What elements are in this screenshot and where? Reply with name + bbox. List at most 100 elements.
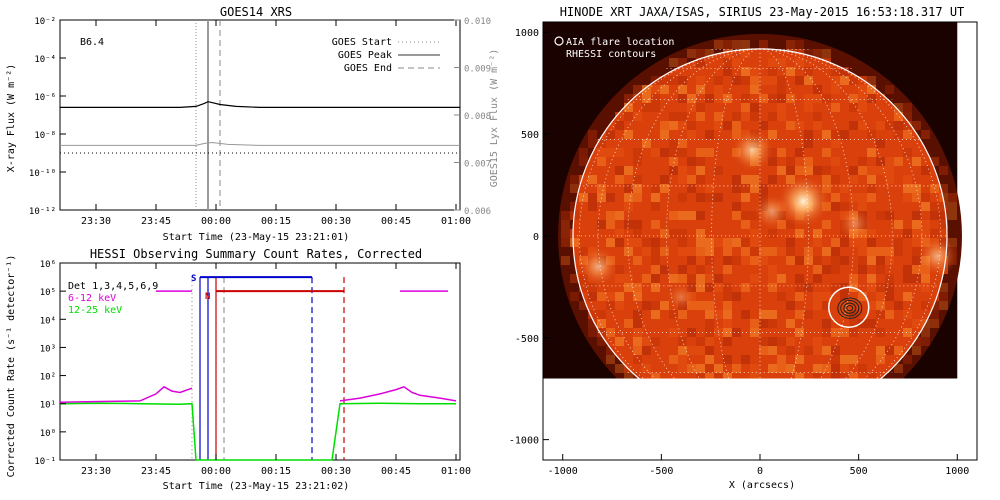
xrt-pixel (696, 76, 705, 85)
xrt-pixel (813, 85, 822, 94)
xrt-rhessi-contour (843, 302, 857, 314)
xrt-pixel (669, 229, 678, 238)
xrt-pixel (795, 355, 804, 364)
xrt-pixel (732, 76, 741, 85)
xrt-pixel (624, 166, 633, 175)
hessi-series-0-seg-1 (339, 385, 457, 402)
xrt-pixel (606, 238, 615, 247)
xrt-pixel (741, 40, 750, 49)
xrt-pixel (633, 337, 642, 346)
xrt-pixel (840, 256, 849, 265)
xrt-pixel (588, 328, 597, 337)
xrt-pixel (903, 193, 912, 202)
xrt-pixel (678, 58, 687, 67)
goes-data-layer (60, 20, 460, 210)
xrt-pixel (651, 373, 660, 382)
xrt-pixel (597, 139, 606, 148)
xrt-pixel (633, 94, 642, 103)
xrt-pixel (633, 229, 642, 238)
xrt-pixel (723, 265, 732, 274)
xrt-pixel (714, 67, 723, 76)
xrt-flare-location-circle (828, 286, 870, 328)
xrt-pixel (786, 364, 795, 373)
xrt-pixel (903, 220, 912, 229)
xrt-pixel (696, 211, 705, 220)
xrt-pixel (660, 130, 669, 139)
xrt-pixel (678, 274, 687, 283)
hessi-y-tick-label: 10⁴ (40, 316, 56, 326)
xrt-pixel (822, 130, 831, 139)
xrt-pixel (696, 355, 705, 364)
xrt-pixel (795, 166, 804, 175)
xrt-pixel (705, 328, 714, 337)
xrt-pixel (858, 256, 867, 265)
xrt-pixel (732, 121, 741, 130)
xrt-pixel (768, 274, 777, 283)
xrt-pixel (660, 229, 669, 238)
xrt-pixel (723, 301, 732, 310)
xrt-empty-region (543, 378, 977, 460)
xrt-pixel (579, 193, 588, 202)
xrt-pixel (912, 202, 921, 211)
xrt-pixel (786, 49, 795, 58)
xrt-pixel (732, 40, 741, 49)
xrt-pixel (867, 238, 876, 247)
xrt-pixel (876, 265, 885, 274)
xrt-pixel (867, 175, 876, 184)
xrt-pixel (912, 220, 921, 229)
xrt-pixel (660, 265, 669, 274)
xrt-pixel (723, 94, 732, 103)
xrt-pixel (885, 175, 894, 184)
xrt-pixel (696, 265, 705, 274)
xrt-pixel (939, 202, 948, 211)
xrt-pixel (885, 166, 894, 175)
xrt-pixel (804, 328, 813, 337)
xrt-pixel (642, 85, 651, 94)
xrt-pixel (822, 310, 831, 319)
xrt-pixel (795, 274, 804, 283)
xrt-pixel (660, 301, 669, 310)
xrt-pixel (588, 193, 597, 202)
xrt-pixel (804, 130, 813, 139)
xrt-pixel (705, 238, 714, 247)
xrt-pixel (642, 364, 651, 373)
xrt-pixel (633, 220, 642, 229)
xrt-pixel (660, 121, 669, 130)
xrt-pixel (885, 85, 894, 94)
xrt-pixel (723, 49, 732, 58)
xrt-pixel (786, 337, 795, 346)
xrt-pixel (705, 256, 714, 265)
xrt-pixel (912, 274, 921, 283)
xrt-pixel (912, 256, 921, 265)
xrt-pixel (795, 310, 804, 319)
xrt-pixel (858, 166, 867, 175)
xrt-pixel (606, 292, 615, 301)
xrt-pixel (813, 229, 822, 238)
xrt-legend-label: RHESSI contours (566, 49, 656, 60)
xrt-pixel (795, 238, 804, 247)
xrt-pixel (768, 310, 777, 319)
xrt-pixel (804, 283, 813, 292)
xrt-pixel (678, 175, 687, 184)
xrt-pixel (894, 301, 903, 310)
xrt-pixel (858, 121, 867, 130)
xrt-pixel (723, 319, 732, 328)
xrt-pixel (840, 364, 849, 373)
goes-y-tick-label: 10⁻¹⁰ (29, 169, 56, 179)
goes-x-axis-label: Start Time (23-May-15 23:21:01) (163, 232, 350, 243)
xrt-pixel (570, 184, 579, 193)
xrt-pixel (705, 49, 714, 58)
xrt-pixel (678, 193, 687, 202)
xrt-pixel (831, 139, 840, 148)
goes-y-tick-label: 10⁻⁴ (34, 55, 56, 65)
xrt-pixel (858, 103, 867, 112)
xrt-pixel (822, 301, 831, 310)
xrt-pixel (786, 346, 795, 355)
xrt-pixel (732, 292, 741, 301)
xrt-pixel (867, 274, 876, 283)
xrt-pixel (606, 346, 615, 355)
hessi-x-tick-label: 00:30 (321, 466, 351, 477)
xrt-pixel (921, 283, 930, 292)
